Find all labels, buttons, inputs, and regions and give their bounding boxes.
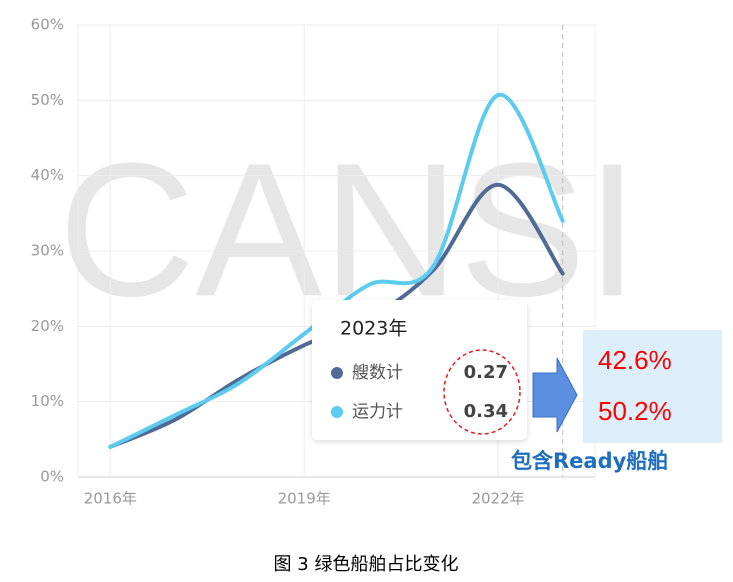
note: 包含Ready船舶 <box>511 449 668 473</box>
tooltip-marker <box>331 406 343 418</box>
highlight-ellipse <box>443 349 521 435</box>
callout-box <box>583 330 722 443</box>
y-tick-label: 20% <box>31 317 64 335</box>
x-tick-label: 2016年 <box>84 490 137 508</box>
x-tick-label: 2019年 <box>278 490 331 508</box>
caption: 图 3 绿色船舶占比变化 <box>274 554 459 575</box>
tooltip-title: 2023年 <box>340 318 407 340</box>
y-tick-label: 0% <box>40 468 64 486</box>
arrow <box>532 357 578 433</box>
tooltip-value: 0.27 <box>464 362 508 383</box>
tooltip-series-name: 运力计 <box>352 402 403 422</box>
tooltip-series-name: 艘数计 <box>352 363 403 383</box>
series-line <box>108 93 565 449</box>
callout-value: 50.2% <box>598 396 672 426</box>
y-tick-label: 30% <box>31 242 64 260</box>
y-tick-label: 10% <box>31 392 64 410</box>
y-tick-label: 60% <box>31 16 64 34</box>
overlay-layer: 2023年 42.6% 50.2% 包含Ready船舶 图 3 绿色船舶占比变化… <box>274 300 722 575</box>
callout-value: 42.6% <box>598 345 672 375</box>
tooltip-box <box>312 300 527 440</box>
y-tick-label: 40% <box>31 166 64 184</box>
x-tick-label: 2022年 <box>471 490 524 508</box>
y-tick-label: 50% <box>31 91 64 109</box>
tooltip-value: 0.34 <box>464 401 508 422</box>
tooltip-marker <box>331 367 343 379</box>
